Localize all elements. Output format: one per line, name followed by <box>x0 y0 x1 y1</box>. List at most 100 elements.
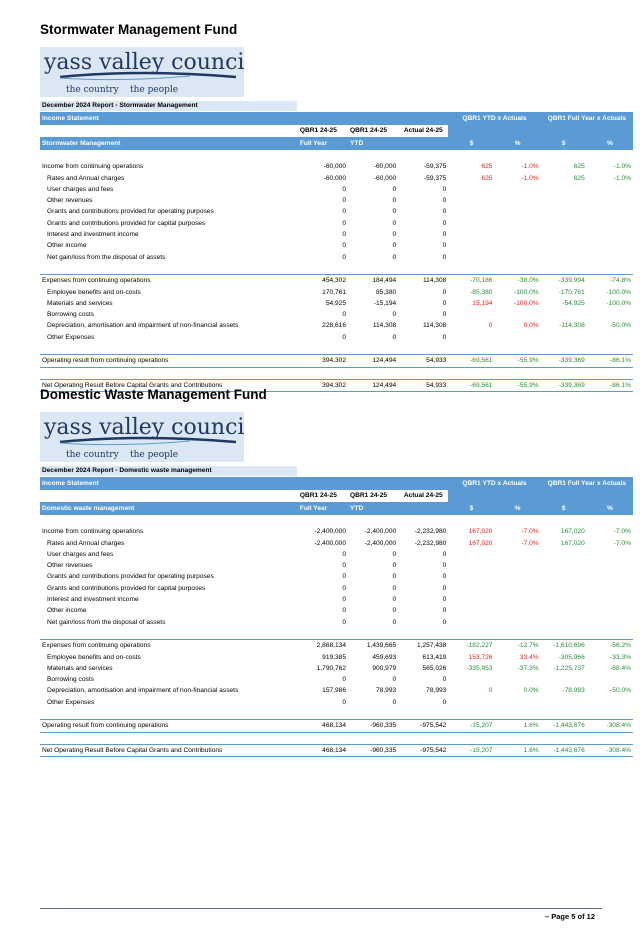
ytd-variance-amount <box>448 617 494 628</box>
ytd-variance-amount: -15,207 <box>448 743 495 758</box>
spacer-cell <box>40 628 298 640</box>
full-year-value: -2,400,000 <box>314 528 347 536</box>
spacer-cell <box>40 150 298 161</box>
ytd-variance-header: QBR1 YTD x Actuals <box>448 112 541 125</box>
row-label: Other income <box>47 242 87 250</box>
table-row: Other income 0 0 0 <box>40 240 633 251</box>
ytd-variance-header: QBR1 YTD x Actuals <box>448 477 541 490</box>
table-row: Other Expenses 0 0 0 <box>40 697 633 708</box>
full-year-variance-amount: -1,225,737 <box>553 664 585 672</box>
ytd-variance-amount <box>448 229 494 240</box>
actual-value: 0 <box>442 584 447 592</box>
full-year-variance-percent: -1.0% <box>613 174 631 182</box>
ytd-value: 0 <box>392 573 397 581</box>
table-row: Materials and services 54,925 -15,194 0 15,1… <box>40 298 633 309</box>
full-year-variance-amount: 625 <box>573 163 585 171</box>
actual-value: -975,542 <box>398 719 449 733</box>
full-year-variance-amount <box>541 571 587 582</box>
ytd-variance-amount <box>448 184 494 195</box>
qbr-ytd-header: QBR1 24-25 <box>350 127 388 134</box>
spacer-cell <box>348 708 398 720</box>
actual-value: -975,542 <box>398 743 449 758</box>
percent-header: % <box>586 502 633 515</box>
ytd-variance-percent: -12.7% <box>494 639 541 652</box>
table-row: Other revenues 0 0 0 <box>40 195 633 206</box>
header-blank <box>586 125 633 137</box>
income-statement-table: Income Statement QBR1 YTD x Actuals QBR1 F… <box>40 112 633 393</box>
report-title: December 2024 Report - Domestic waste ma… <box>40 466 297 476</box>
full-year-variance-amount <box>541 605 587 616</box>
full-year-value: 0 <box>342 618 347 626</box>
ytd-variance-amount <box>448 240 494 251</box>
ytd-value: 0 <box>392 562 397 570</box>
row-label: Borrowing costs <box>47 311 94 319</box>
row-label: Employee benefits and on-costs <box>47 653 141 661</box>
ytd-value: 0 <box>392 219 397 227</box>
spacer-cell <box>348 343 398 355</box>
ytd-variance-percent <box>494 206 540 217</box>
full-year-variance-amount <box>541 206 587 217</box>
footer-rule <box>40 908 602 909</box>
header-blank <box>40 125 298 137</box>
table-row: Interest and investment income 0 0 0 <box>40 594 633 605</box>
ytd-variance-amount: -69,561 <box>448 354 495 368</box>
full-year-value: 2,868,134 <box>297 639 349 652</box>
full-year-variance-percent <box>587 252 633 263</box>
spacer-cell <box>298 343 348 355</box>
row-label: Expenses from continuing operations <box>40 274 298 287</box>
ytd-value: 0 <box>392 185 397 193</box>
percent-header: % <box>494 137 541 150</box>
actual-value: -59,375 <box>423 163 447 171</box>
row-label: Other revenues <box>47 197 93 205</box>
actual-value: 613,419 <box>422 653 447 661</box>
header-row: QBR1 24-25 QBR1 24-25 Actual 24-25 <box>40 490 633 502</box>
table-row: Other income 0 0 0 <box>40 605 633 616</box>
ytd-variance-percent: -55.9% <box>494 354 541 368</box>
ytd-variance-amount <box>448 206 494 217</box>
full-year-variance-amount: 167,020 <box>560 528 585 536</box>
page-number: – Page 5 of 12 <box>545 912 596 921</box>
row-label: Depreciation, amortisation and impairmen… <box>47 687 239 695</box>
ytd-value: 0 <box>392 242 397 250</box>
percent-header: % <box>494 502 541 515</box>
spacer-cell <box>398 150 448 161</box>
full-year-variance-amount <box>541 229 587 240</box>
full-year-variance-amount <box>541 240 587 251</box>
ytd-variance-percent: 0.0% <box>523 322 539 330</box>
table-row: User charges and fees 0 0 0 <box>40 549 633 560</box>
spacer-cell <box>348 732 398 744</box>
full-year-variance-amount <box>541 674 587 685</box>
ytd-value: -960,335 <box>348 743 399 758</box>
full-year-variance-header: QBR1 Full Year x Actuals <box>540 112 633 125</box>
spacer-cell <box>448 263 494 275</box>
full-year-value: 394,302 <box>297 378 349 393</box>
spacer-row <box>40 343 633 355</box>
ytd-subheader: YTD <box>348 137 399 150</box>
actual-value: 0 <box>442 562 447 570</box>
row-label: Expenses from continuing operations <box>40 639 298 652</box>
actual-value: 0 <box>442 231 447 239</box>
header-blank <box>40 490 298 502</box>
ytd-variance-percent <box>494 309 540 320</box>
ytd-variance-amount: -69,561 <box>448 378 495 393</box>
fund-title: Stormwater Management Fund <box>40 22 238 37</box>
full-year-variance-percent <box>587 560 633 571</box>
full-year-variance-header: QBR1 Full Year x Actuals <box>540 477 633 490</box>
header-blank <box>398 112 449 125</box>
ytd-value: 0 <box>392 333 397 341</box>
table-row: Grants and contributions provided for op… <box>40 571 633 582</box>
full-year-variance-amount <box>541 218 587 229</box>
ytd-value: 124,494 <box>348 354 399 368</box>
full-year-variance-percent <box>587 309 633 320</box>
ytd-variance-amount: -335,953 <box>466 664 493 672</box>
full-year-variance-percent: -68.4% <box>610 664 631 672</box>
ytd-value: 114,308 <box>372 322 397 330</box>
spacer-row <box>40 708 633 720</box>
full-year-variance-percent <box>587 332 633 343</box>
table-row: Income from continuing operations -60,000… <box>40 161 633 172</box>
table-row: Materials and services 1,790,762 900,979 56… <box>40 663 633 674</box>
actual-value: -59,375 <box>423 174 447 182</box>
spacer-cell <box>448 150 494 161</box>
ytd-variance-percent <box>494 594 540 605</box>
percent-header: % <box>586 137 633 150</box>
